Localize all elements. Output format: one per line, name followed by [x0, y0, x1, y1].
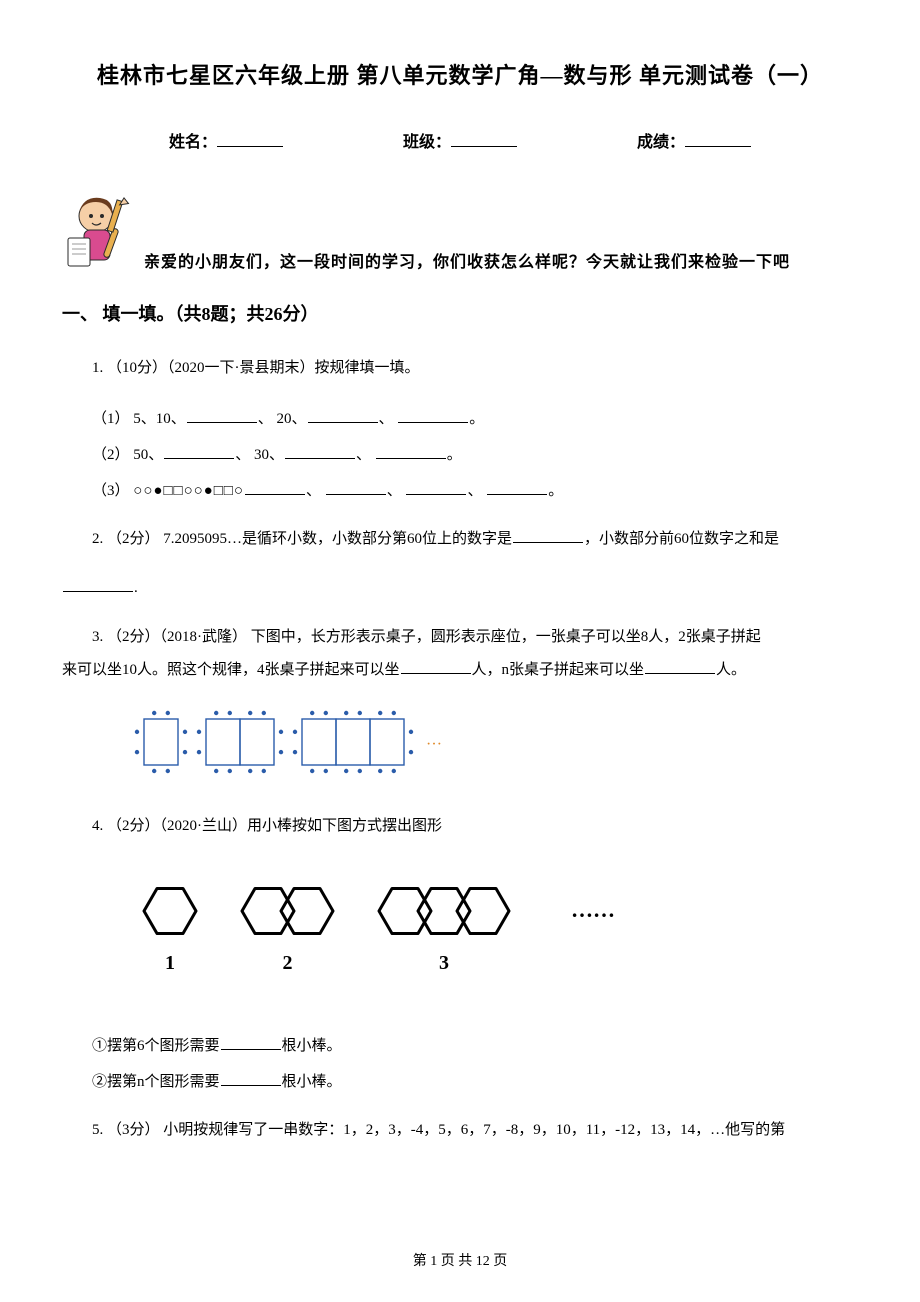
class-field: 班级： [403, 128, 517, 152]
fill-blank[interactable] [221, 1037, 281, 1051]
svg-text:…: … [426, 731, 442, 748]
sep: 、 [306, 483, 321, 499]
svg-text:……: …… [571, 897, 615, 922]
fill-blank[interactable] [308, 410, 378, 424]
q3-text-d: 人。 [716, 662, 746, 678]
q3-diagram: … [134, 703, 858, 786]
q2-cont: . [62, 572, 858, 605]
q4-stem: 4. （2分）（2020·兰山）用小棒按如下图方式摆出图形 [62, 810, 858, 843]
fill-blank[interactable] [187, 410, 257, 424]
q1-p1-mid: 、 20、 [258, 411, 307, 427]
svg-text:1: 1 [165, 952, 175, 974]
q5: 5. （3分） 小明按规律写了一串数字：1，2，3，-4，5，6，7，-8，9，… [62, 1114, 858, 1147]
sep: 、 [356, 447, 371, 463]
svg-text:2: 2 [283, 952, 293, 974]
q3-text-b: 来可以坐10人。照这个规律，4张桌子拼起来可以坐 [62, 662, 400, 678]
q3-line1: 3. （2分）（2018·武隆） 下图中，长方形表示桌子，圆形表示座位，一张桌子… [62, 621, 858, 654]
student-info-row: 姓名： 班级： 成绩： [62, 128, 858, 152]
end: 。 [469, 411, 484, 427]
q1-p3-shapes: ○○●□□○○●□□○ [133, 483, 244, 499]
page-footer: 第 1 页 共 12 页 [0, 1250, 920, 1270]
q4-sub2-a: ②摆第n个图形需要 [92, 1074, 220, 1090]
q1-p3: （3） ○○●□□○○●□□○ 、 、 、 。 [62, 473, 858, 509]
name-label: 姓名： [169, 128, 217, 152]
fill-blank[interactable] [401, 661, 471, 675]
q4-sub2: ②摆第n个图形需要 根小棒。 [62, 1064, 858, 1100]
name-field: 姓名： [169, 128, 283, 152]
q1-p2-mid: 、 30、 [235, 447, 284, 463]
mascot-icon [62, 192, 140, 278]
fill-blank[interactable] [645, 661, 715, 675]
q1-p2-prefix: （2） 50、 [92, 447, 163, 463]
q4-sub2-b: 根小棒。 [282, 1074, 342, 1090]
fill-blank[interactable] [164, 446, 234, 460]
fill-blank[interactable] [376, 446, 446, 460]
name-blank[interactable] [217, 131, 283, 147]
score-blank[interactable] [685, 131, 751, 147]
q1-p1: （1） 5、10、 、 20、 、 。 [62, 401, 858, 437]
q4-sub1-a: ①摆第6个图形需要 [92, 1038, 220, 1054]
q2: 2. （2分） 7.2095095…是循环小数，小数部分第60位上的数字是 ，小数… [62, 523, 858, 556]
fill-blank[interactable] [285, 446, 355, 460]
fill-blank[interactable] [221, 1073, 281, 1087]
mascot-row: 亲爱的小朋友们，这一段时间的学习，你们收获怎么样呢？今天就让我们来检验一下吧 [62, 192, 858, 278]
q3-line2: 来可以坐10人。照这个规律，4张桌子拼起来可以坐 人，n张桌子拼起来可以坐 人。 [62, 654, 858, 687]
sep: 、 [379, 411, 394, 427]
sep: 、 [387, 483, 402, 499]
svg-text:3: 3 [439, 952, 449, 974]
q1-p2: （2） 50、 、 30、 、 。 [62, 437, 858, 473]
fill-blank[interactable] [398, 410, 468, 424]
fill-blank[interactable] [326, 482, 386, 496]
end: 。 [447, 447, 462, 463]
fill-blank[interactable] [513, 530, 583, 544]
fill-blank[interactable] [245, 482, 305, 496]
q4-sub1-b: 根小棒。 [282, 1038, 342, 1054]
score-label: 成绩： [637, 128, 685, 152]
q4-sub1: ①摆第6个图形需要 根小棒。 [62, 1028, 858, 1064]
sep: 、 [467, 483, 482, 499]
end: 。 [548, 483, 563, 499]
fill-blank[interactable] [406, 482, 466, 496]
q1-p1-prefix: （1） 5、10、 [92, 411, 186, 427]
section-1-heading: 一、 填一填。（共8题；共26分） [62, 300, 858, 326]
q2-text-a: 2. （2分） 7.2095095…是循环小数，小数部分第60位上的数字是 [92, 531, 512, 547]
class-label: 班级： [403, 128, 451, 152]
q1-stem: 1. （10分）（2020一下·景县期末）按规律填一填。 [62, 352, 858, 385]
page-title: 桂林市七星区六年级上册 第八单元数学广角—数与形 单元测试卷（一） [62, 58, 858, 90]
fill-blank[interactable] [487, 482, 547, 496]
q1-p3-prefix: （3） [92, 483, 133, 499]
q3-text-c: 人，n张桌子拼起来可以坐 [472, 662, 645, 678]
mascot-greeting: 亲爱的小朋友们，这一段时间的学习，你们收获怎么样呢？今天就让我们来检验一下吧 [144, 248, 790, 278]
fill-blank[interactable] [63, 579, 133, 593]
q2-end: . [134, 580, 138, 596]
q4-diagram: 1 2 3 …… [134, 859, 858, 1004]
score-field: 成绩： [637, 128, 751, 152]
class-blank[interactable] [451, 131, 517, 147]
q2-text-b: ，小数部分前60位数字之和是 [584, 531, 779, 547]
